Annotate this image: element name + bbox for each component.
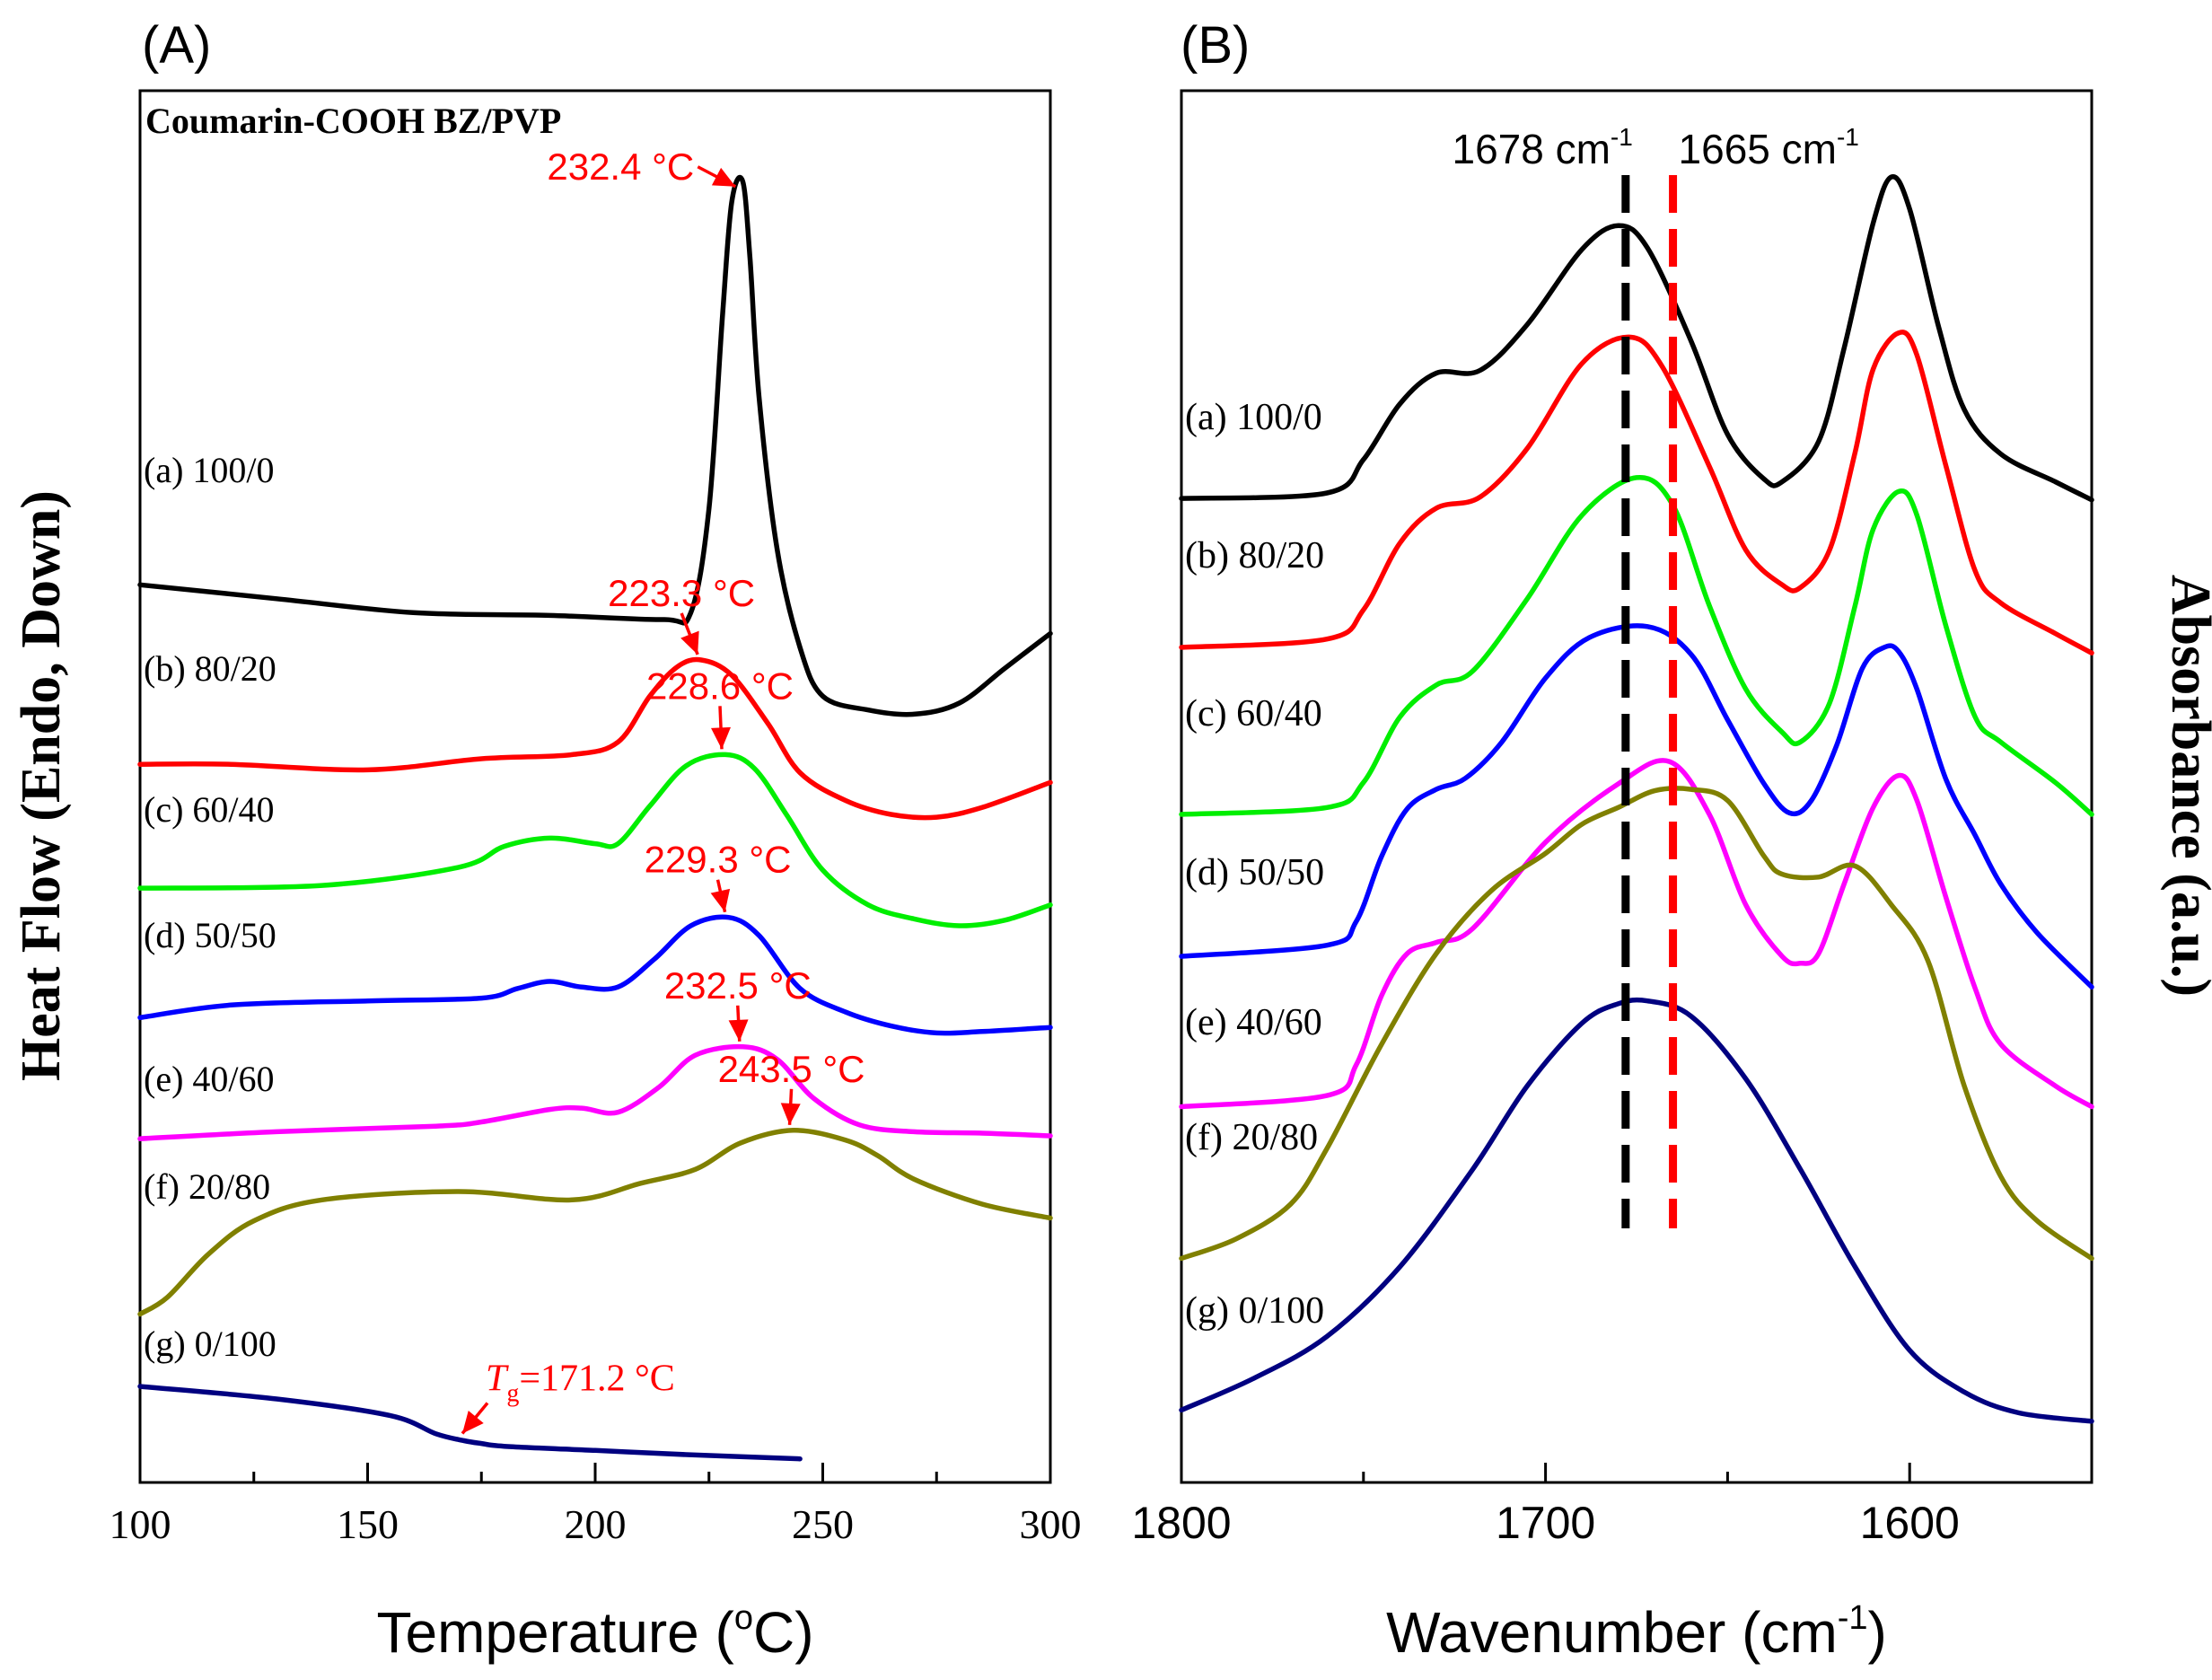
peak-temperature-label: 229.3 °C (645, 839, 792, 881)
x-tick-label: 150 (337, 1501, 399, 1547)
panel-b-label: (B) (1181, 16, 1250, 75)
series-label: (c) 60/40 (144, 789, 275, 830)
series-label: (a) 100/0 (1185, 397, 1322, 438)
x-tick-label: 200 (565, 1501, 627, 1547)
series-label: (g) 0/100 (144, 1324, 276, 1364)
annotation-arrowhead (711, 167, 736, 187)
series-line (137, 656, 1053, 821)
tg-arrowhead (461, 1410, 484, 1434)
panel-b-frame (1180, 89, 2094, 1484)
annotation-arrowhead (680, 630, 699, 655)
annotation-arrowhead (728, 1019, 749, 1042)
panel-a-y-axis-label: Heat Flow (Endo, Down) (11, 490, 72, 1081)
series-label: (d) 50/50 (144, 915, 276, 955)
series-label: (a) 100/0 (144, 450, 275, 490)
panel-b-x-ticks: 1800 1700 1600 (1131, 1463, 2094, 1548)
panel-b-x-axis-label: Wavenumber (cm-1) (1386, 1599, 1887, 1665)
series-label: (e) 40/60 (144, 1059, 275, 1099)
series-line (1179, 997, 2094, 1424)
panel-a: (A) Coumarin-COOH BZ/PVP 100 150 200 250 300… (11, 16, 1082, 1665)
x-tick-label: 1700 (1496, 1498, 1595, 1548)
series-label: (f) 20/80 (1185, 1117, 1318, 1158)
series-line (137, 752, 1053, 928)
series-label: (f) 20/80 (144, 1166, 270, 1207)
peak-temperature-label: 232.5 °C (664, 964, 812, 1007)
series-label: (b) 80/20 (144, 648, 276, 689)
x-tick-label: 1600 (1860, 1498, 1960, 1548)
panel-b-y-axis-label: Absorbance (a.u.) (2160, 575, 2212, 997)
panel-a-series (137, 174, 1053, 1462)
peak-temperature-label: 232.4 °C (547, 145, 694, 188)
series-line (137, 174, 1053, 717)
x-tick-label: 250 (792, 1501, 854, 1547)
x-tick-label: 1800 (1131, 1498, 1231, 1548)
series-label: (e) 40/60 (1185, 1002, 1322, 1043)
annotation-arrowhead (711, 726, 731, 750)
peak-temperature-label: 228.6 °C (646, 664, 794, 707)
series-line (1179, 330, 2094, 655)
series-label: (c) 60/40 (1185, 693, 1322, 734)
series-label: (d) 50/50 (1185, 852, 1324, 893)
panel-a-frame (138, 89, 1052, 1484)
x-tick-label: 100 (110, 1501, 171, 1547)
panel-a-series-labels: (a) 100/0 (b) 80/20 (c) 60/40 (d) 50/50 (e) … (144, 450, 276, 1364)
panel-a-x-ticks: 100 150 200 250 300 (110, 1463, 1082, 1547)
peak-temperature-label: 243.5 °C (718, 1048, 865, 1090)
panel-a-x-axis-label: Temperature (oC) (376, 1599, 813, 1665)
x-tick-label: 300 (1020, 1501, 1082, 1547)
series-label: (g) 0/100 (1185, 1290, 1324, 1332)
series-line (137, 914, 1053, 1036)
panel-a-title: Coumarin-COOH BZ/PVP (145, 101, 561, 141)
series-line (1179, 623, 2094, 990)
panel-b: (B) 1800 1700 1600 1678 cm-1 1665 cm-1 (a) … (1131, 16, 2212, 1665)
tg-label: Tg=171.2 °C (486, 1359, 675, 1408)
reference-line-label: 1665 cm-1 (1679, 123, 1859, 172)
peak-temperature-label: 223.3 °C (608, 572, 755, 614)
series-line (137, 1384, 803, 1462)
series-line (137, 1128, 1053, 1317)
annotation-arrowhead (710, 888, 731, 912)
reference-line-label: 1678 cm-1 (1452, 123, 1632, 172)
series-line (1179, 786, 2094, 1262)
panel-b-reference-lines: 1678 cm-1 1665 cm-1 (1452, 123, 1859, 1228)
series-line (1179, 474, 2094, 817)
panel-b-series-labels: (a) 100/0 (b) 80/20 (c) 60/40 (d) 50/50 (e) … (1185, 397, 1324, 1332)
panel-a-annotations: 232.4 °C 223.3 °C 228.6 °C 229.3 °C 232.5 °C… (461, 145, 865, 1435)
series-line (1179, 758, 2094, 1110)
series-line (1179, 174, 2094, 503)
panel-b-series (1179, 174, 2094, 1424)
panel-a-label: (A) (142, 16, 211, 75)
annotation-arrowhead (780, 1103, 801, 1125)
series-line (137, 1043, 1053, 1141)
series-label: (b) 80/20 (1185, 535, 1324, 576)
